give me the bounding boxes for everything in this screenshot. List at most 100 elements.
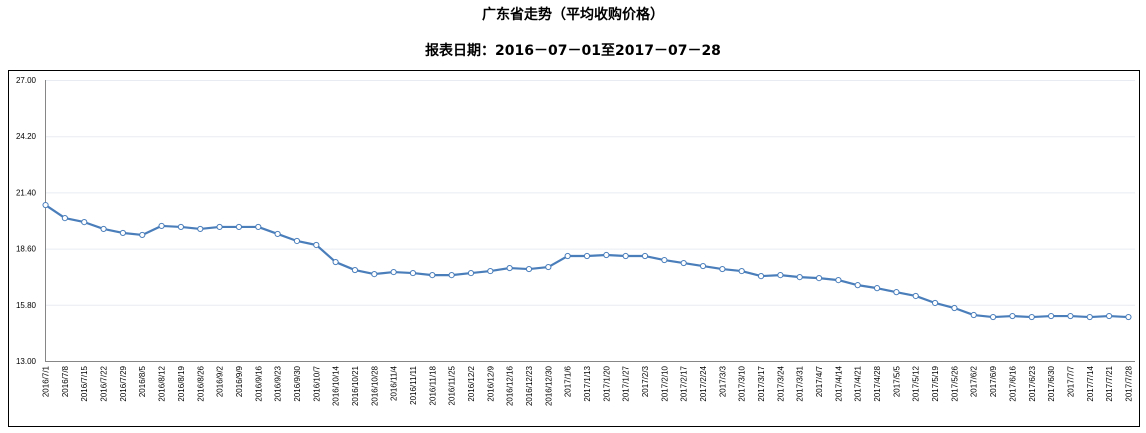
x-tick-label: 2016/8/12	[158, 365, 167, 401]
x-tick-label: 2017/7/14	[1086, 365, 1095, 401]
data-point	[409, 269, 417, 277]
x-tick-label: 2016/9/9	[235, 365, 244, 397]
data-point	[313, 241, 320, 249]
x-tick-label: 2016/12/30	[544, 365, 553, 406]
x-tick-label: 2016/9/23	[274, 365, 283, 401]
data-point	[119, 229, 127, 237]
x-tick-label: 2016/8/5	[138, 365, 147, 397]
x-tick-label: 2017/4/21	[854, 365, 863, 401]
data-point	[216, 223, 223, 231]
y-tick-label: 27.00	[16, 76, 37, 85]
series-line	[44, 204, 1129, 319]
data-point	[467, 269, 475, 277]
data-point	[429, 271, 436, 279]
data-point	[61, 214, 68, 222]
data-point	[525, 265, 533, 273]
data-point	[545, 263, 552, 271]
x-tick-label: 2017/6/30	[1047, 365, 1056, 401]
data-point	[564, 252, 571, 260]
data-point	[970, 311, 977, 319]
data-point	[583, 252, 591, 260]
x-tick-label: 2017/1/27	[622, 365, 631, 401]
x-tick-label: 2017/1/13	[583, 365, 592, 401]
x-tick-label: 2016/7/29	[119, 365, 128, 401]
x-tick-label: 2016/7/15	[80, 365, 89, 401]
x-tick-label: 2016/11/4	[390, 365, 399, 401]
x-tick-label: 2016/9/16	[254, 365, 263, 401]
data-point	[81, 219, 88, 226]
x-tick-label: 2017/3/17	[757, 365, 766, 401]
data-point	[390, 268, 397, 276]
data-point	[1028, 313, 1035, 321]
data-point	[603, 251, 610, 259]
data-point	[255, 223, 262, 231]
data-point	[815, 275, 823, 282]
x-tick-label: 2017/7/7	[1066, 365, 1075, 397]
x-tick-label: 2017/5/26	[950, 365, 959, 401]
x-tick-label: 2017/4/14	[834, 365, 843, 401]
data-point	[622, 252, 629, 260]
x-tick-label: 2016/9/2	[216, 365, 225, 397]
x-tick-label: 2017/2/3	[641, 365, 650, 397]
data-point	[197, 225, 204, 233]
data-point	[719, 265, 726, 273]
data-point	[100, 225, 107, 233]
x-tick-label: 2017/6/16	[1008, 365, 1017, 401]
data-point	[912, 292, 919, 300]
x-tick-label: 2017/5/12	[912, 365, 921, 401]
x-tick-label: 2017/6/23	[1028, 365, 1037, 401]
x-tick-label: 2016/7/22	[100, 365, 109, 401]
data-point	[1106, 312, 1113, 320]
data-point	[893, 289, 900, 296]
y-tick-label: 13.00	[16, 357, 37, 366]
x-tick-label: 2017/3/24	[776, 365, 785, 401]
data-point	[680, 259, 687, 267]
data-point	[738, 267, 745, 275]
x-tick-label: 2017/3/31	[796, 365, 805, 401]
data-point	[1067, 312, 1074, 320]
data-point	[235, 223, 243, 231]
data-point	[873, 285, 881, 292]
data-point	[1086, 313, 1093, 321]
x-tick-label: 2016/10/7	[312, 365, 321, 401]
x-tick-label: 2016/11/18	[428, 365, 437, 405]
x-tick-label: 2016/9/30	[293, 365, 302, 401]
data-point	[274, 230, 281, 238]
data-point	[661, 256, 668, 264]
data-point	[506, 264, 513, 272]
x-tick-label: 2017/2/17	[680, 365, 689, 401]
x-tick-label: 2017/2/24	[699, 365, 708, 401]
x-tick-label: 2017/3/3	[718, 365, 727, 397]
data-point	[1047, 312, 1055, 320]
x-tick-label: 2016/10/21	[351, 365, 360, 406]
data-point	[293, 237, 301, 245]
x-tick-label: 2016/10/28	[370, 365, 379, 406]
y-tick-label: 18.60	[16, 245, 37, 254]
x-tick-label: 2017/6/9	[989, 365, 998, 397]
x-tick-label: 2017/5/5	[892, 365, 901, 397]
data-point	[699, 262, 707, 270]
y-tick-label: 24.20	[16, 132, 37, 141]
y-tick-label: 15.80	[16, 301, 37, 310]
x-tick-label: 2016/10/14	[332, 365, 341, 406]
x-tick-label: 2016/12/2	[467, 365, 476, 401]
x-tick-label: 2017/1/6	[564, 365, 573, 397]
data-point	[139, 231, 146, 239]
data-point	[487, 267, 494, 275]
x-tick-label: 2017/6/2	[970, 365, 979, 397]
data-point	[989, 313, 997, 321]
chart-subtitle: 报表日期：2016－07－01至2017－07－28	[425, 43, 721, 59]
data-point	[1009, 312, 1016, 320]
x-tick-label: 2016/12/23	[525, 365, 534, 406]
data-point	[854, 282, 861, 289]
chart-border	[8, 70, 1140, 427]
x-tick-label: 2017/3/10	[738, 365, 747, 401]
x-tick-label: 2016/8/19	[177, 365, 186, 401]
x-tick-label: 2017/5/19	[931, 365, 940, 401]
x-tick-label: 2017/7/21	[1105, 365, 1114, 401]
x-tick-label: 2016/8/26	[196, 365, 205, 401]
x-tick-label: 2016/12/16	[506, 365, 515, 406]
x-tick-label: 2017/4/7	[815, 365, 824, 397]
data-point	[931, 299, 939, 307]
